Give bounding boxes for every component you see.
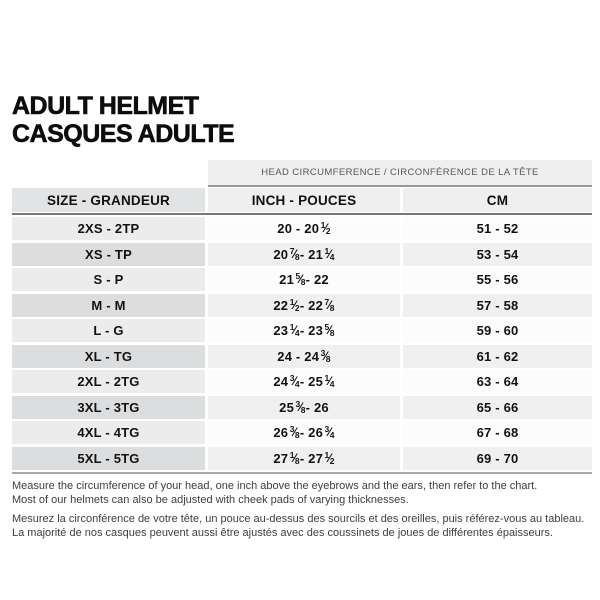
inch-range-cell: 21 5 ⁄ 8 - 22 <box>208 268 400 291</box>
inch-range-cell: 25 3 ⁄ 8 - 26 <box>208 395 400 419</box>
table-row: 4XL - 4TG 26 3 ⁄ 8 - 26 3 ⁄ 4 67 - 68 <box>12 421 592 444</box>
inch-range-cell: 26 3 ⁄ 8 - 26 3 ⁄ 4 <box>208 421 400 444</box>
size-cell: S - P <box>12 268 205 291</box>
column-header-cm: CM <box>403 188 592 212</box>
table-row: XS - TP 20 7 ⁄ 8 - 21 1 ⁄ 4 53 - 54 <box>12 242 592 266</box>
size-cell: 2XL - 2TG <box>12 370 205 393</box>
cm-range-cell: 51 - 52 <box>403 217 592 240</box>
size-cell: 3XL - 3TG <box>12 395 205 419</box>
size-cell: M - M <box>12 293 205 317</box>
column-header-inch: INCH - POUCES <box>208 188 400 212</box>
page-title: ADULT HELMET CASQUES ADULTE <box>12 92 235 149</box>
column-header-row: SIZE - GRANDEUR INCH - POUCES CM <box>12 188 592 212</box>
size-cell: 2XS - 2TP <box>12 217 205 240</box>
note-english-line2: Most of our helmets can also be adjusted… <box>12 493 409 506</box>
table-row: XL - TG 24 - 24 3 ⁄ 8 61 - 62 <box>12 344 592 368</box>
table-row: 5XL - 5TG 27 1 ⁄ 8 - 27 1 ⁄ 2 69 - 70 <box>12 446 592 470</box>
inch-range-cell: 24 - 24 3 ⁄ 8 <box>208 344 400 368</box>
measurement-notes: Measure the circumference of your head, … <box>12 480 590 546</box>
table-body: 2XS - 2TP 20 - 20 1 ⁄ 2 51 - 52 XS - TP 20 7 ⁄ 8… <box>12 217 592 470</box>
cm-range-cell: 69 - 70 <box>403 446 592 470</box>
cm-range-cell: 61 - 62 <box>403 344 592 368</box>
table-row: S - P 21 5 ⁄ 8 - 22 55 - 56 <box>12 268 592 291</box>
table-row: 3XL - 3TG 25 3 ⁄ 8 - 26 65 - 66 <box>12 395 592 419</box>
inch-range-cell: 22 1 ⁄ 2 - 22 7 ⁄ 8 <box>208 293 400 317</box>
header-divider-line <box>12 213 592 215</box>
cm-range-cell: 53 - 54 <box>403 242 592 266</box>
size-cell: 5XL - 5TG <box>12 446 205 470</box>
size-cell: 4XL - 4TG <box>12 421 205 444</box>
note-french-line2: La majorité de nos casques peuvent aussi… <box>12 526 553 539</box>
column-header-size: SIZE - GRANDEUR <box>12 188 205 212</box>
cm-range-cell: 63 - 64 <box>403 370 592 393</box>
inch-range-cell: 24 3 ⁄ 4 - 25 1 ⁄ 4 <box>208 370 400 393</box>
cm-range-cell: 65 - 66 <box>403 395 592 419</box>
inch-range-cell: 23 1 ⁄ 4 - 23 5 ⁄ 8 <box>208 319 400 342</box>
note-english: Measure the circumference of your head, … <box>12 480 590 507</box>
page-title-en: ADULT HELMET <box>12 92 200 121</box>
span-header-spacer <box>12 160 205 187</box>
table-row: 2XS - 2TP 20 - 20 1 ⁄ 2 51 - 52 <box>12 217 592 240</box>
table-row: M - M 22 1 ⁄ 2 - 22 7 ⁄ 8 57 - 58 <box>12 293 592 317</box>
size-cell: XL - TG <box>12 344 205 368</box>
note-french-line1: Mesurez la circonférence de votre tête, … <box>12 513 585 525</box>
inch-range-cell: 20 7 ⁄ 8 - 21 1 ⁄ 4 <box>208 242 400 266</box>
note-english-line1: Measure the circumference of your head, … <box>12 480 538 492</box>
size-cell: L - G <box>12 319 205 342</box>
note-french: Mesurez la circonférence de votre tête, … <box>12 513 590 540</box>
table-bottom-line <box>12 472 592 474</box>
cm-range-cell: 59 - 60 <box>403 319 592 342</box>
cm-range-cell: 67 - 68 <box>403 421 592 444</box>
cm-range-cell: 57 - 58 <box>403 293 592 317</box>
table-row: 2XL - 2TG 24 3 ⁄ 4 - 25 1 ⁄ 4 63 - 64 <box>12 370 592 393</box>
inch-range-cell: 27 1 ⁄ 8 - 27 1 ⁄ 2 <box>208 446 400 470</box>
table-row: L - G 23 1 ⁄ 4 - 23 5 ⁄ 8 59 - 60 <box>12 319 592 342</box>
cm-range-cell: 55 - 56 <box>403 268 592 291</box>
inch-range-cell: 20 - 20 1 ⁄ 2 <box>208 217 400 240</box>
size-cell: XS - TP <box>12 242 205 266</box>
size-table: HEAD CIRCUMFERENCE / CIRCONFÉRENCE DE LA… <box>12 160 592 474</box>
span-header-row: HEAD CIRCUMFERENCE / CIRCONFÉRENCE DE LA… <box>12 160 592 187</box>
page-title-fr: CASQUES ADULTE <box>12 120 235 149</box>
head-circumference-header: HEAD CIRCUMFERENCE / CIRCONFÉRENCE DE LA… <box>208 160 592 187</box>
